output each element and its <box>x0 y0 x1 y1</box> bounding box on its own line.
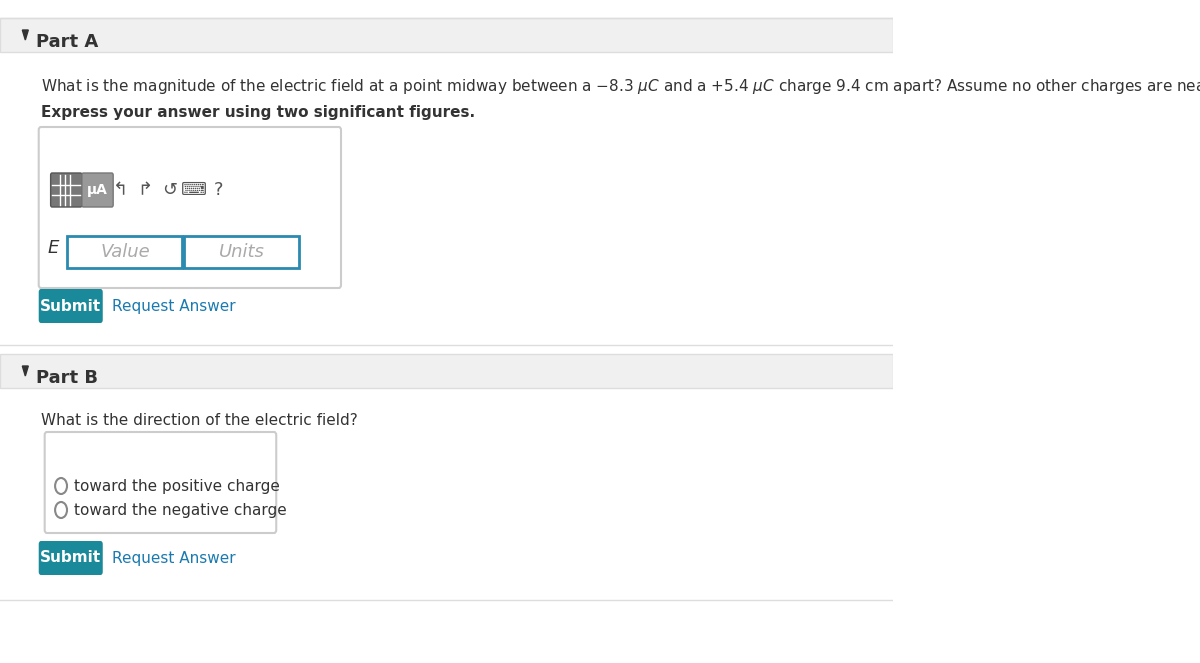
Text: ↺: ↺ <box>162 181 178 199</box>
Text: Submit: Submit <box>40 550 101 566</box>
Text: Request Answer: Request Answer <box>112 550 235 566</box>
Text: Submit: Submit <box>40 298 101 314</box>
Text: toward the positive charge: toward the positive charge <box>74 479 281 493</box>
Text: toward the negative charge: toward the negative charge <box>74 503 287 518</box>
FancyBboxPatch shape <box>38 127 341 288</box>
Text: Express your answer using two significant figures.: Express your answer using two significan… <box>41 105 475 120</box>
Text: What is the direction of the electric field?: What is the direction of the electric fi… <box>41 413 358 428</box>
Text: Request Answer: Request Answer <box>112 298 235 314</box>
Text: What is the magnitude of the electric field at a point midway between a $-8.3\ \: What is the magnitude of the electric fi… <box>41 77 1200 96</box>
Polygon shape <box>23 366 29 376</box>
FancyBboxPatch shape <box>0 354 894 388</box>
FancyBboxPatch shape <box>50 173 82 207</box>
Text: ↰: ↰ <box>113 181 128 199</box>
Text: Value: Value <box>101 243 150 261</box>
FancyBboxPatch shape <box>38 289 103 323</box>
Polygon shape <box>23 30 29 40</box>
Text: Part B: Part B <box>36 369 97 387</box>
Text: Part A: Part A <box>36 33 98 51</box>
FancyBboxPatch shape <box>82 173 113 207</box>
FancyBboxPatch shape <box>184 236 299 268</box>
FancyBboxPatch shape <box>38 541 103 575</box>
Text: μA: μA <box>88 183 108 197</box>
Text: E =: E = <box>48 239 80 257</box>
Text: Units: Units <box>220 243 265 261</box>
FancyBboxPatch shape <box>0 18 894 52</box>
FancyBboxPatch shape <box>67 236 182 268</box>
Text: ↱: ↱ <box>138 181 152 199</box>
Text: ?: ? <box>214 181 223 199</box>
FancyBboxPatch shape <box>44 432 276 533</box>
Text: ⌨: ⌨ <box>181 181 208 199</box>
